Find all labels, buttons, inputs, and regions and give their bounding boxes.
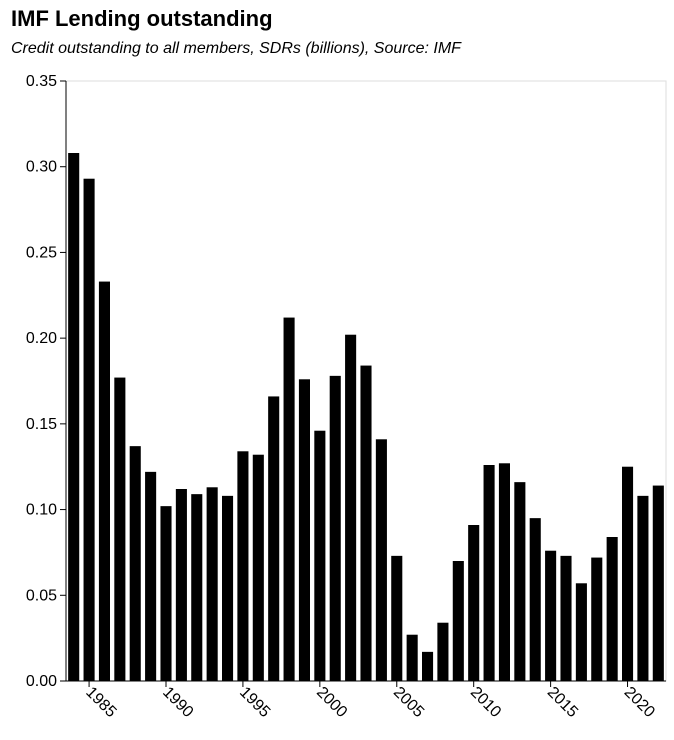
y-tick-label: 0.35 [26, 73, 57, 90]
x-tick-label: 2010 [467, 684, 504, 721]
bar-1989 [145, 471, 157, 681]
y-tick-label: 0.10 [26, 502, 57, 519]
bar-1994 [222, 495, 234, 681]
bar-2020 [622, 466, 634, 681]
bar-2008 [437, 622, 449, 681]
bar-2013 [514, 482, 526, 681]
x-tick-label: 2005 [390, 684, 427, 721]
x-tick-label: 2015 [544, 684, 581, 721]
bar-2019 [606, 537, 618, 681]
bar-2009 [452, 561, 464, 681]
chart-title: IMF Lending outstanding [11, 6, 273, 31]
bar-2011 [483, 465, 495, 681]
bar-1999 [298, 379, 310, 681]
y-tick-label: 0.25 [26, 244, 57, 261]
x-tick-label: 2000 [313, 684, 350, 721]
y-tick-label: 0.00 [26, 673, 57, 690]
x-tick-label: 1985 [82, 684, 119, 721]
bar-2015 [545, 550, 557, 681]
bar-1985 [83, 178, 95, 681]
y-tick-label: 0.20 [26, 330, 57, 347]
x-tick-label: 2020 [621, 684, 658, 721]
bar-1997 [268, 396, 280, 681]
bar-1991 [175, 489, 187, 681]
bar-1984 [68, 153, 80, 681]
bar-2002 [345, 334, 357, 681]
bar-2005 [391, 555, 403, 681]
bar-2017 [575, 583, 587, 681]
bar-2021 [637, 495, 649, 681]
y-tick-label: 0.15 [26, 416, 57, 433]
bar-2006 [406, 634, 418, 681]
x-tick-label: 1995 [236, 684, 273, 721]
bar-2018 [591, 557, 603, 681]
bar-2014 [529, 518, 541, 681]
bar-1992 [191, 494, 203, 681]
bar-1986 [98, 281, 110, 681]
bar-1998 [283, 317, 295, 681]
bar-2022 [652, 485, 664, 681]
bar-1995 [237, 451, 249, 681]
bars-group [68, 153, 664, 681]
x-tick-label: 1990 [159, 684, 196, 721]
y-tick-label: 0.30 [26, 159, 57, 176]
bar-2010 [468, 525, 480, 681]
bar-2003 [360, 365, 372, 681]
y-tick-label: 0.05 [26, 587, 57, 604]
y-axis: 0.00 0.05 0.10 0.15 0.20 0.25 0.30 0.35 [26, 73, 67, 690]
bar-2004 [375, 439, 387, 681]
bar-2012 [498, 463, 510, 681]
chart-subtitle: Credit outstanding to all members, SDRs … [11, 40, 461, 57]
bar-1988 [129, 446, 141, 681]
bar-1987 [114, 377, 126, 681]
bar-1996 [252, 454, 264, 681]
bar-1993 [206, 487, 218, 681]
bar-2001 [329, 375, 341, 681]
bar-1990 [160, 506, 172, 681]
bar-2007 [422, 651, 434, 681]
bar-2000 [314, 430, 326, 681]
x-axis: 1985 1990 1995 2000 2005 2010 2015 2020 [66, 680, 666, 721]
bar-2016 [560, 555, 572, 681]
